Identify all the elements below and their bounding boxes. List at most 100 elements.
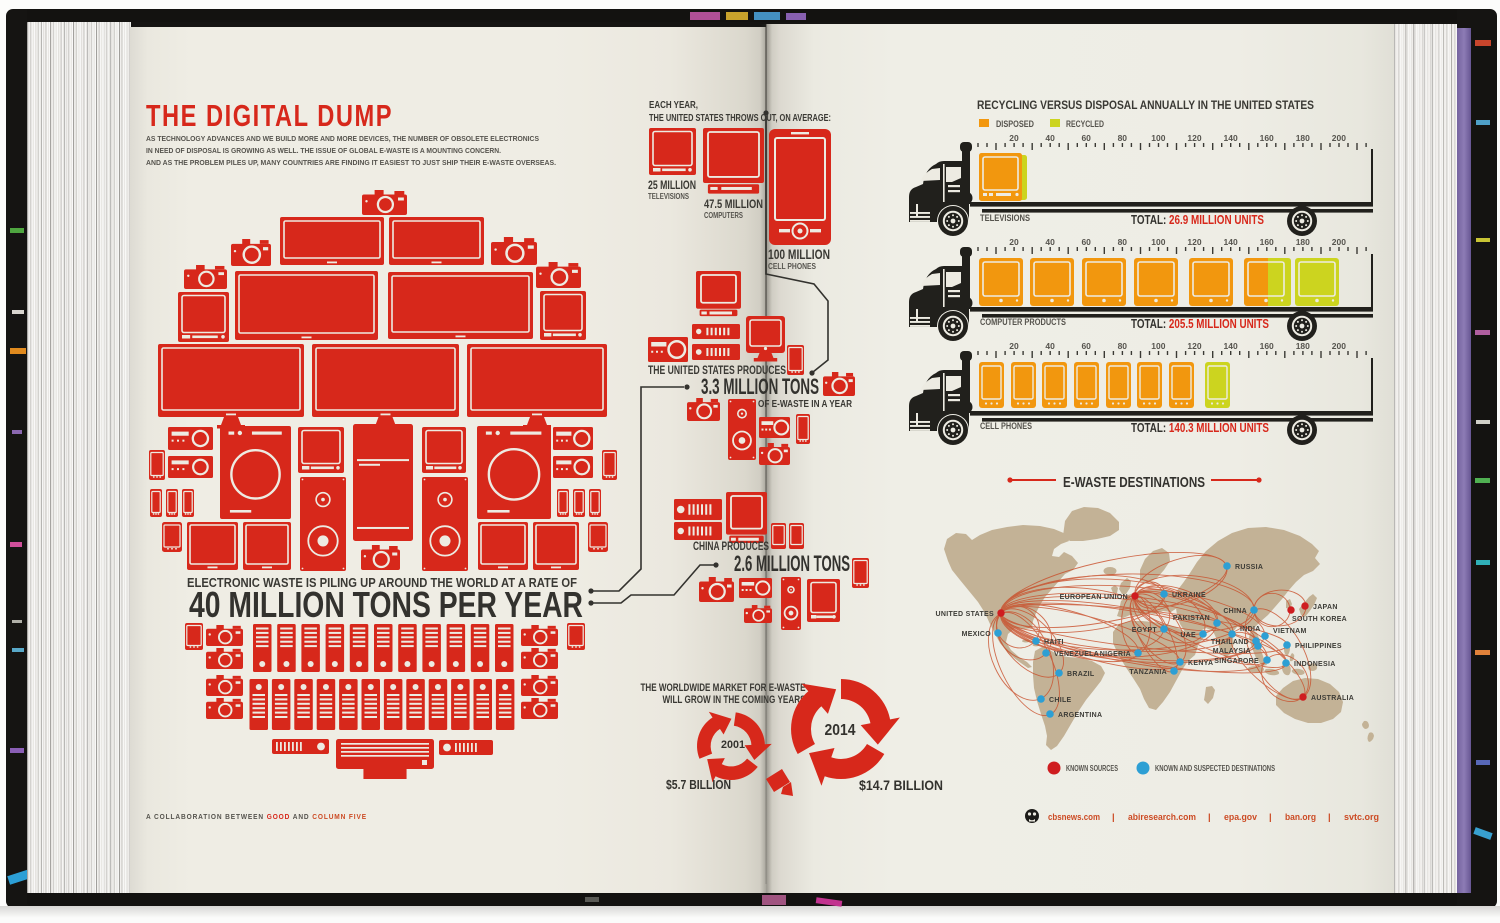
svg-text:UAE: UAE	[1180, 632, 1196, 639]
svg-text:|: |	[1269, 812, 1272, 823]
svg-text:CHINA: CHINA	[1223, 608, 1247, 615]
svg-text:200: 200	[1332, 341, 1346, 351]
svg-text:TELEVISIONS: TELEVISIONS	[648, 192, 690, 201]
svg-text:TOTAL: 205.5 MILLION UNITS: TOTAL: 205.5 MILLION UNITS	[1131, 317, 1269, 331]
svg-text:PHILIPPINES: PHILIPPINES	[1295, 643, 1342, 650]
svg-text:ARGENTINA: ARGENTINA	[1058, 712, 1102, 719]
svg-text:AS TECHNOLOGY ADVANCES AND WE: AS TECHNOLOGY ADVANCES AND WE BUILD MORE…	[146, 134, 539, 143]
svg-text:HAITI: HAITI	[1044, 639, 1064, 646]
svg-text:|: |	[1112, 812, 1115, 823]
svg-text:UKRAINE: UKRAINE	[1172, 592, 1206, 599]
svg-text:20: 20	[1009, 237, 1019, 247]
svg-text:100: 100	[1151, 341, 1165, 351]
svg-text:40: 40	[1045, 237, 1055, 247]
svg-text:120: 120	[1187, 341, 1201, 351]
svg-text:KENYA: KENYA	[1188, 660, 1213, 667]
svg-text:120: 120	[1187, 237, 1201, 247]
svg-text:MALAYSIA: MALAYSIA	[1213, 648, 1251, 655]
svg-text:SOUTH KOREA: SOUTH KOREA	[1292, 616, 1347, 623]
svg-text:MEXICO: MEXICO	[962, 631, 992, 638]
svg-text:200: 200	[1332, 133, 1346, 143]
svg-text:THE UNITED STATES THROWS OUT,: THE UNITED STATES THROWS OUT, ON AVERAGE…	[649, 113, 831, 124]
svg-text:EGYPT: EGYPT	[1132, 627, 1158, 634]
svg-text:THAILAND: THAILAND	[1211, 639, 1249, 646]
svg-text:THE UNITED STATES PRODUCES: THE UNITED STATES PRODUCES	[648, 365, 786, 377]
svg-text:COMPUTERS: COMPUTERS	[704, 211, 743, 220]
svg-text:VIETNAM: VIETNAM	[1273, 628, 1307, 635]
svg-text:UNITED STATES: UNITED STATES	[936, 611, 995, 618]
svg-text:140: 140	[1224, 237, 1238, 247]
svg-text:140: 140	[1224, 341, 1238, 351]
svg-text:INDIA: INDIA	[1240, 626, 1261, 633]
svg-text:svtc.org: svtc.org	[1344, 812, 1379, 823]
svg-text:TELEVISIONS: TELEVISIONS	[980, 213, 1030, 223]
svg-text:100: 100	[1151, 133, 1165, 143]
svg-text:CELL PHONES: CELL PHONES	[980, 421, 1032, 431]
svg-text:E-WASTE DESTINATIONS: E-WASTE DESTINATIONS	[1063, 474, 1205, 491]
svg-text:40 MILLION TONS PER YEAR: 40 MILLION TONS PER YEAR	[189, 584, 583, 625]
svg-text:A COLLABORATION BETWEEN GOOD A: A COLLABORATION BETWEEN GOOD AND COLUMN …	[146, 812, 367, 821]
svg-text:180: 180	[1296, 133, 1310, 143]
svg-text:20: 20	[1009, 133, 1019, 143]
svg-text:BRAZIL: BRAZIL	[1067, 671, 1095, 678]
svg-text:KNOWN SOURCES: KNOWN SOURCES	[1066, 764, 1118, 773]
svg-text:EUROPEAN UNION: EUROPEAN UNION	[1060, 594, 1128, 601]
svg-text:NIGERIA: NIGERIA	[1100, 651, 1131, 658]
svg-text:200: 200	[1332, 237, 1346, 247]
svg-text:RECYCLING VERSUS DISPOSAL ANNU: RECYCLING VERSUS DISPOSAL ANNUALLY IN TH…	[977, 100, 1314, 112]
svg-text:TOTAL: 26.9 MILLION UNITS: TOTAL: 26.9 MILLION UNITS	[1131, 213, 1264, 227]
svg-text:60: 60	[1081, 237, 1091, 247]
svg-text:OF E-WASTE IN A YEAR: OF E-WASTE IN A YEAR	[758, 398, 852, 410]
svg-text:60: 60	[1081, 341, 1091, 351]
svg-text:100 MILLION: 100 MILLION	[768, 247, 830, 262]
svg-text:140: 140	[1224, 133, 1238, 143]
svg-text:$5.7 BILLION: $5.7 BILLION	[666, 777, 731, 792]
svg-text:TANZANIA: TANZANIA	[1129, 669, 1167, 676]
svg-text:CHINA PRODUCES: CHINA PRODUCES	[693, 541, 769, 553]
svg-text:cbsnews.com: cbsnews.com	[1048, 812, 1100, 823]
svg-text:AUSTRALIA: AUSTRALIA	[1311, 695, 1354, 702]
svg-text:SINGAPORE: SINGAPORE	[1214, 658, 1259, 665]
svg-text:2014: 2014	[825, 722, 856, 739]
svg-text:160: 160	[1260, 341, 1274, 351]
svg-text:3.3 MILLION TONS: 3.3 MILLION TONS	[701, 374, 819, 399]
svg-text:180: 180	[1296, 237, 1310, 247]
svg-text:25 MILLION: 25 MILLION	[648, 180, 696, 192]
svg-text:WILL GROW IN THE COMING YEARS: WILL GROW IN THE COMING YEARS	[663, 694, 806, 706]
svg-text:ban.org: ban.org	[1285, 812, 1316, 823]
svg-text:RUSSIA: RUSSIA	[1235, 564, 1263, 571]
svg-text:2.6 MILLION TONS: 2.6 MILLION TONS	[734, 551, 850, 576]
svg-text:DISPOSED: DISPOSED	[996, 119, 1034, 129]
svg-text:KNOWN AND SUSPECTED DESTINATIO: KNOWN AND SUSPECTED DESTINATIONS	[1155, 764, 1275, 773]
svg-text:IN NEED OF DISPOSAL IS GROWING: IN NEED OF DISPOSAL IS GROWING AS WELL. …	[146, 146, 501, 155]
svg-text:47.5 MILLION: 47.5 MILLION	[704, 199, 763, 211]
svg-text:20: 20	[1009, 341, 1019, 351]
svg-text:TOTAL: 140.3 MILLION UNITS: TOTAL: 140.3 MILLION UNITS	[1131, 421, 1269, 435]
svg-text:VENEZUELA: VENEZUELA	[1054, 651, 1099, 658]
svg-text:INDONESIA: INDONESIA	[1294, 661, 1336, 668]
svg-text:80: 80	[1118, 341, 1128, 351]
svg-text:PAKISTAN: PAKISTAN	[1173, 615, 1210, 622]
svg-text:THE WORLDWIDE MARKET FOR E-WAS: THE WORLDWIDE MARKET FOR E-WASTE	[641, 682, 806, 694]
svg-text:COMPUTER PRODUCTS: COMPUTER PRODUCTS	[980, 317, 1066, 327]
svg-text:RECYCLED: RECYCLED	[1066, 119, 1104, 129]
svg-text:$14.7 BILLION: $14.7 BILLION	[859, 777, 943, 793]
svg-text:180: 180	[1296, 341, 1310, 351]
svg-text:160: 160	[1260, 133, 1274, 143]
svg-text:ELECTRONIC WASTE IS PILING UP: ELECTRONIC WASTE IS PILING UP AROUND THE…	[187, 576, 577, 590]
svg-text:CHILE: CHILE	[1049, 697, 1072, 704]
svg-text:|: |	[1208, 812, 1211, 823]
svg-text:AND AS THE PROBLEM PILES UP, M: AND AS THE PROBLEM PILES UP, MANY COUNTR…	[146, 158, 556, 167]
svg-text:60: 60	[1081, 133, 1091, 143]
svg-text:120: 120	[1187, 133, 1201, 143]
svg-text:JAPAN: JAPAN	[1313, 604, 1338, 611]
svg-text:|: |	[1328, 812, 1331, 823]
svg-text:EACH YEAR,: EACH YEAR,	[649, 100, 698, 111]
svg-text:160: 160	[1260, 237, 1274, 247]
svg-text:100: 100	[1151, 237, 1165, 247]
svg-text:abiresearch.com: abiresearch.com	[1128, 812, 1196, 823]
svg-text:40: 40	[1045, 133, 1055, 143]
svg-text:2001: 2001	[721, 739, 745, 751]
svg-text:THE DIGITAL DUMP: THE DIGITAL DUMP	[146, 98, 393, 133]
svg-text:80: 80	[1118, 237, 1128, 247]
